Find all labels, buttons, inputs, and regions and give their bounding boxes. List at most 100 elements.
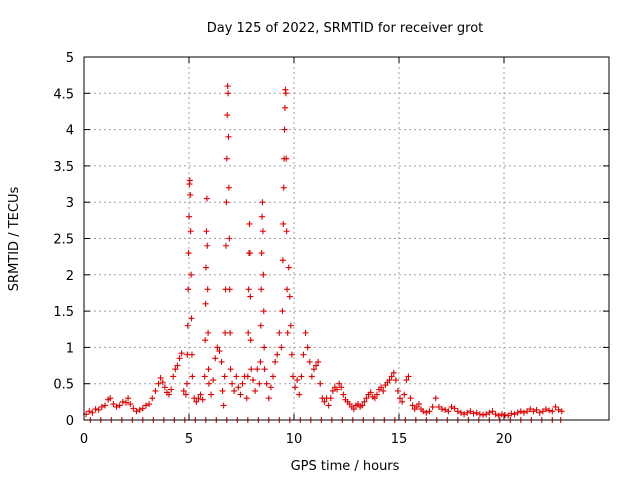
data-point	[392, 377, 399, 384]
data-point	[107, 395, 114, 402]
data-point	[327, 395, 334, 402]
y-tick-label: 0.5	[53, 378, 74, 393]
data-point	[161, 384, 168, 391]
data-point	[378, 384, 385, 391]
y-tick-label: 1.5	[53, 305, 74, 320]
data-point	[116, 402, 123, 409]
data-point	[222, 329, 229, 336]
data-point	[159, 379, 166, 386]
data-point	[202, 337, 209, 344]
data-point	[174, 362, 181, 369]
data-point	[388, 373, 395, 380]
data-point	[359, 402, 366, 409]
data-point	[407, 395, 414, 402]
data-point	[216, 348, 223, 355]
data-point	[184, 322, 191, 329]
data-point	[508, 410, 515, 417]
data-point	[543, 406, 549, 413]
data-point	[403, 377, 410, 384]
data-point	[227, 329, 234, 336]
data-point	[281, 104, 288, 111]
data-point	[210, 377, 217, 384]
data-point	[489, 408, 496, 415]
data-point	[224, 112, 231, 119]
y-tick-label: 2.5	[53, 233, 74, 248]
x-tick-label: 0	[80, 432, 88, 447]
data-point	[187, 228, 194, 235]
data-point	[276, 329, 283, 336]
data-point	[288, 351, 295, 358]
data-point	[142, 402, 149, 409]
data-point	[530, 408, 537, 415]
data-point	[282, 90, 289, 97]
data-point	[439, 406, 446, 413]
data-point	[204, 242, 211, 249]
data-point	[390, 369, 397, 376]
data-point	[125, 395, 132, 402]
y-tick-label: 5	[66, 51, 74, 66]
data-point	[246, 250, 253, 257]
data-point	[432, 395, 439, 402]
data-point	[245, 329, 252, 336]
data-point	[423, 409, 430, 416]
data-point	[219, 387, 226, 394]
data-point	[302, 329, 309, 336]
data-point	[259, 228, 266, 235]
data-point	[313, 362, 320, 369]
data-point	[233, 373, 240, 380]
data-point	[258, 250, 265, 257]
data-point	[226, 286, 233, 293]
data-point	[89, 409, 96, 416]
data-point	[178, 350, 185, 357]
data-point	[558, 408, 565, 415]
data-point	[243, 395, 250, 402]
x-tick-labels: 0 5 10 15 20	[80, 432, 512, 447]
data-point	[286, 293, 293, 300]
data-point	[231, 387, 238, 394]
data-point	[257, 358, 264, 365]
data-point	[259, 213, 266, 220]
data-point	[260, 308, 267, 315]
data-point	[180, 387, 187, 394]
y-axis-label: SRMTID / TECUs	[7, 187, 22, 292]
data-point	[284, 286, 291, 293]
data-point	[283, 155, 290, 162]
x-tick-label: 20	[496, 432, 513, 447]
data-point	[520, 409, 527, 416]
data-point	[239, 380, 246, 387]
data-point	[533, 406, 540, 413]
data-point	[260, 271, 267, 278]
data-point	[426, 408, 433, 415]
data-point	[442, 406, 449, 413]
data-point	[495, 412, 502, 419]
data-point	[261, 344, 268, 351]
data-point	[315, 358, 322, 365]
plot-frame	[83, 56, 610, 421]
data-point	[473, 409, 480, 416]
data-point	[172, 366, 179, 373]
data-point	[256, 380, 263, 387]
data-point	[539, 408, 546, 415]
y-tick-label: 4.5	[53, 87, 74, 102]
data-point	[136, 406, 143, 413]
data-point	[189, 373, 196, 380]
data-point	[155, 380, 162, 387]
y-tick-label: 3	[66, 196, 74, 211]
data-point	[223, 199, 230, 206]
data-point	[127, 401, 134, 408]
data-point	[222, 242, 229, 249]
data-point	[502, 411, 509, 418]
data-point	[237, 391, 244, 398]
data-point	[202, 300, 209, 307]
data-point	[265, 395, 272, 402]
data-point	[517, 408, 524, 415]
x-tick-label: 10	[286, 432, 303, 447]
data-point	[409, 402, 416, 409]
data-point	[218, 358, 225, 365]
data-point	[193, 398, 200, 405]
data-point	[280, 184, 287, 191]
data-point	[272, 358, 279, 365]
data-point	[292, 384, 299, 391]
data-point	[212, 355, 219, 362]
data-point	[259, 199, 266, 206]
